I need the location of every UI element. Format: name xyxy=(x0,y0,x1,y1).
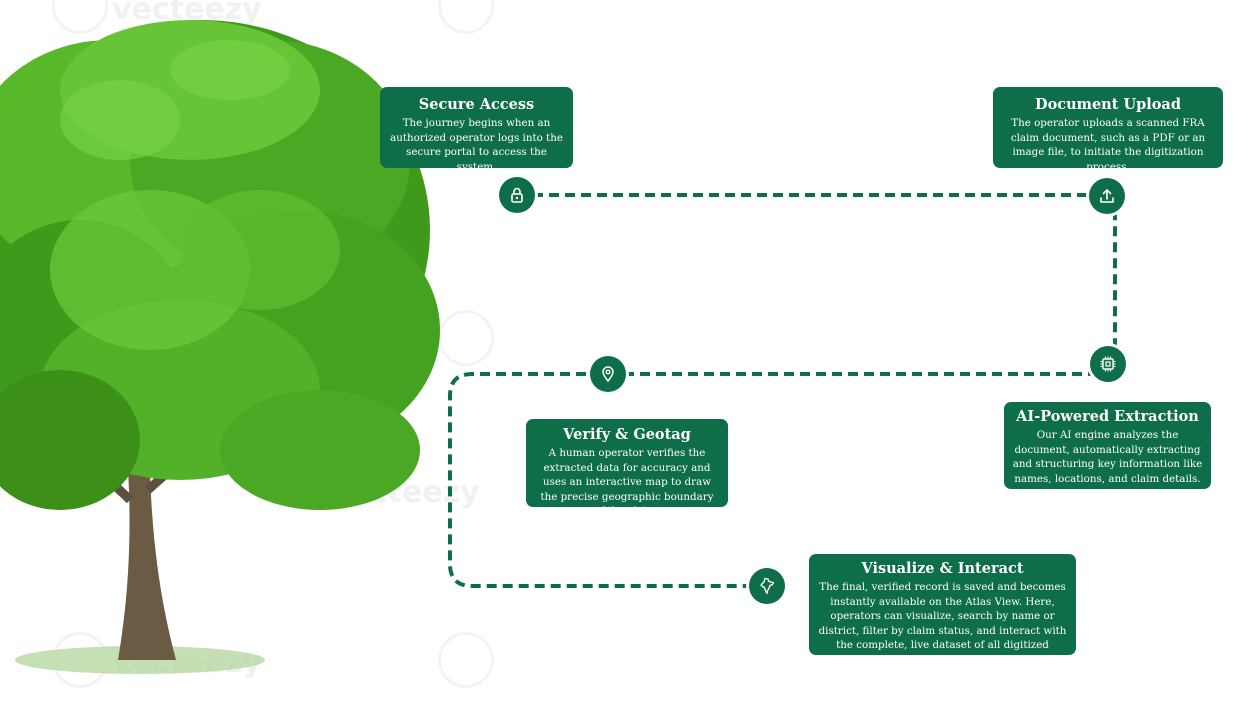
step-card-ai-extraction: AI-Powered Extraction Our AI engine anal… xyxy=(1004,402,1211,489)
step-description: A human operator verifies the extracted … xyxy=(540,447,714,518)
step-title: AI-Powered Extraction xyxy=(1016,408,1199,425)
step-title: Verify & Geotag xyxy=(563,426,691,443)
upload-icon xyxy=(1089,178,1125,214)
watermark-badge xyxy=(438,632,494,688)
step-card-verify-geotag: Verify & Geotag A human operator verifie… xyxy=(526,419,728,517)
step-title: Visualize & Interact xyxy=(861,560,1024,577)
step-description: The operator uploads a scanned FRA claim… xyxy=(1010,117,1206,173)
step-card-document-upload: Document Upload The operator uploads a s… xyxy=(993,87,1223,173)
step-description: Our AI engine analyzes the document, aut… xyxy=(1012,429,1203,485)
step-card-secure-access: Secure Access The journey begins when an… xyxy=(380,87,573,173)
step-description: The journey begins when an authorized op… xyxy=(390,117,563,173)
tree-illustration xyxy=(0,20,440,674)
india-map-icon xyxy=(749,568,785,604)
step-title: Document Upload xyxy=(1035,96,1181,113)
lock-icon xyxy=(499,177,535,213)
step-description: The final, verified record is saved and … xyxy=(818,581,1067,666)
step-card-visualize-interact: Visualize & Interact The final, verified… xyxy=(809,554,1076,666)
cpu-chip-icon xyxy=(1090,346,1126,382)
map-pin-icon xyxy=(590,356,626,392)
step-title: Secure Access xyxy=(418,96,535,113)
